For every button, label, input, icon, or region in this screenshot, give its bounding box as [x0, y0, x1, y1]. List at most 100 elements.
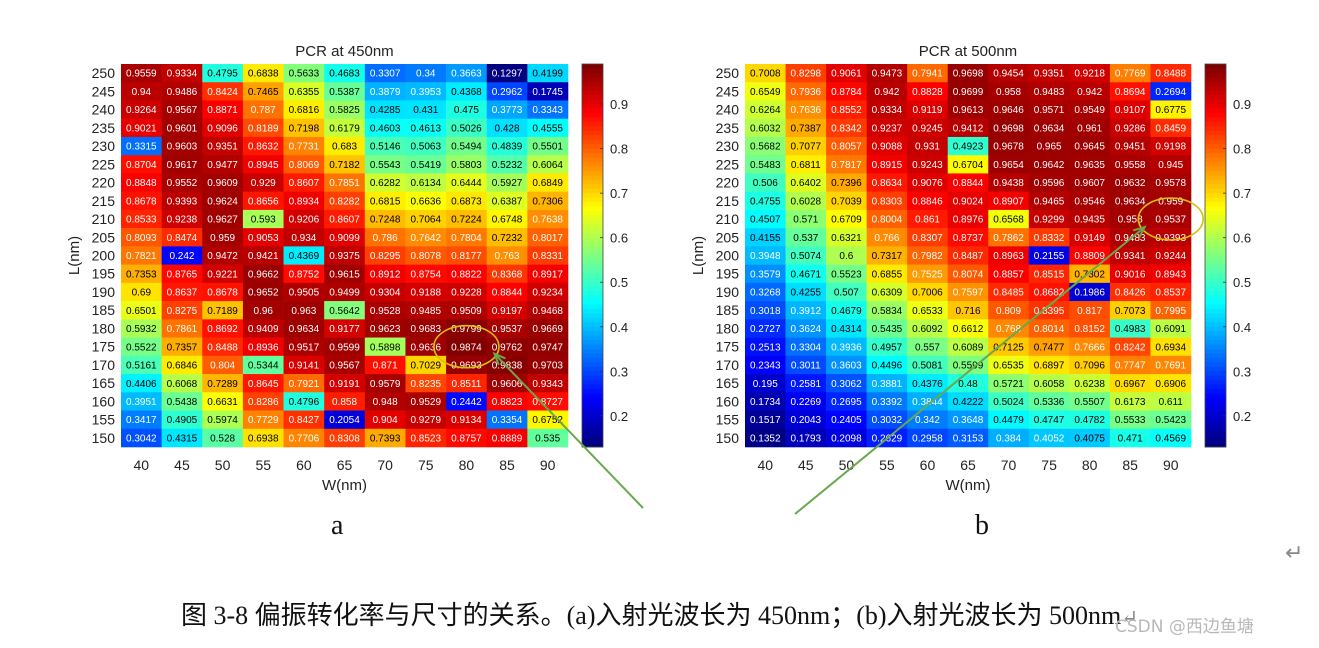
y-tick-label: 195 [716, 266, 740, 282]
colorbar-band [582, 335, 603, 341]
colorbar-band [582, 375, 603, 381]
panel-a-label: a [331, 510, 344, 541]
colorbar-band [582, 219, 603, 225]
cell-value-label: 0.7039 [831, 196, 862, 207]
cell-value-label: 0.5438 [167, 397, 198, 408]
cell-value-label: 0.958 [996, 87, 1021, 98]
cell-value-label: 0.96 [253, 306, 273, 317]
colorbar-band [1205, 210, 1226, 216]
heatmap-cell [745, 355, 786, 375]
y-tick-label: 220 [716, 175, 740, 191]
cell-value-label: 0.4683 [329, 69, 360, 80]
heatmap-cell [785, 428, 827, 448]
cell-value-label: 0.9473 [872, 69, 903, 80]
colorbar-band [582, 121, 603, 127]
heatmap-cell [785, 118, 827, 138]
y-axis-label: L(nm) [66, 236, 83, 275]
heatmap-cell [1109, 392, 1151, 411]
y-tick-label: 190 [716, 284, 740, 300]
cell-value-label: 0.3844 [912, 397, 943, 408]
heatmap-cell [907, 374, 949, 393]
heatmap-cell [283, 100, 325, 120]
cell-value-label: 0.5682 [750, 142, 781, 153]
heatmap-cell [1109, 428, 1151, 448]
heatmap-cell [785, 410, 827, 430]
cell-value-label: 0.9652 [248, 288, 279, 299]
colorbar-band [582, 90, 603, 96]
heatmap-cell [826, 374, 867, 393]
cell-value-label: 0.6032 [750, 123, 781, 134]
cell-value-label: 0.8737 [953, 233, 984, 244]
cell-value-label: 0.8889 [492, 433, 523, 444]
cell-value-label: 0.9607 [1074, 178, 1105, 189]
cell-value-label: 0.3307 [370, 69, 401, 80]
heatmap-cell [947, 173, 989, 192]
heatmap-cell [527, 246, 569, 265]
colorbar-band [1205, 398, 1226, 403]
heatmap-cell [527, 392, 569, 411]
heatmap-cell [1150, 301, 1192, 320]
cell-value-label: 0.9698 [953, 69, 984, 80]
cell-value-label: 0.8809 [1074, 251, 1105, 262]
heatmap-cell [446, 100, 488, 120]
heatmap-cell [446, 337, 488, 357]
heatmap-cell [486, 337, 528, 357]
cell-value-label: 0.9552 [167, 178, 198, 189]
heatmap-cell [121, 100, 162, 120]
cell-value-label: 0.2343 [750, 361, 781, 372]
heatmap-cell [826, 410, 867, 430]
cell-value-label: 0.3315 [126, 142, 157, 153]
colorbar-band [1205, 295, 1226, 301]
cell-value-label: 0.9304 [370, 288, 401, 299]
cell-value-label: 0.9191 [329, 379, 360, 390]
heatmap-cell [947, 392, 989, 411]
colorbar-band [1205, 438, 1226, 443]
cell-value-label: 0.8523 [410, 433, 441, 444]
cell-value-label: 0.7477 [1034, 342, 1065, 353]
cell-value-label: 0.5803 [451, 160, 482, 171]
heatmap-cell [1109, 155, 1151, 174]
heatmap-cell [1028, 209, 1070, 229]
heatmap-cell [1069, 155, 1111, 174]
heatmap-cell [161, 136, 203, 156]
cell-value-label: 0.7302 [1074, 269, 1105, 280]
cell-value-label: 0.7995 [1155, 306, 1186, 317]
heatmap-cell [202, 319, 244, 338]
colorbar-band [582, 308, 603, 314]
colorbar-band [1205, 313, 1226, 319]
x-axis-label: W(nm) [322, 477, 367, 494]
heatmap-cell [324, 228, 366, 247]
cell-value-label: 0.8298 [791, 69, 822, 80]
cell-value-label: 0.9021 [126, 123, 157, 134]
cell-value-label: 0.8242 [1115, 342, 1146, 353]
heatmap-cell [202, 173, 244, 192]
heatmap-cell [324, 337, 366, 357]
heatmap-cell [121, 191, 162, 211]
heatmap-cell [405, 355, 447, 375]
y-tick-label: 180 [92, 320, 116, 336]
cell-value-label: 0.9703 [532, 361, 563, 372]
heatmap-cell [1069, 301, 1111, 320]
cell-value-label: 0.5927 [492, 178, 523, 189]
heatmap-cell [242, 410, 284, 430]
heatmap-cell [907, 282, 949, 302]
heatmap-cell [785, 173, 827, 192]
cell-value-label: 0.9334 [167, 69, 198, 80]
cell-value-label: 0.8307 [912, 233, 943, 244]
colorbar-band [1205, 362, 1226, 368]
cell-value-label: 0.9699 [953, 87, 984, 98]
heatmap-cell [826, 337, 867, 357]
heatmap-cell [324, 264, 366, 284]
heatmap-cell [121, 173, 162, 192]
cell-value-label: 0.94 [132, 87, 152, 98]
heatmap-cell [202, 100, 244, 120]
cell-value-label: 0.2269 [791, 397, 822, 408]
colorbar-band [582, 429, 603, 435]
cell-value-label: 0.4747 [1034, 415, 1065, 426]
colorbar-band [1205, 184, 1226, 190]
cell-value-label: 0.3663 [451, 69, 482, 80]
cell-value-label: 0.4795 [207, 69, 238, 80]
heatmap-cell [527, 155, 569, 174]
colorbar-band [582, 135, 603, 141]
cell-value-label: 0.7982 [912, 251, 943, 262]
